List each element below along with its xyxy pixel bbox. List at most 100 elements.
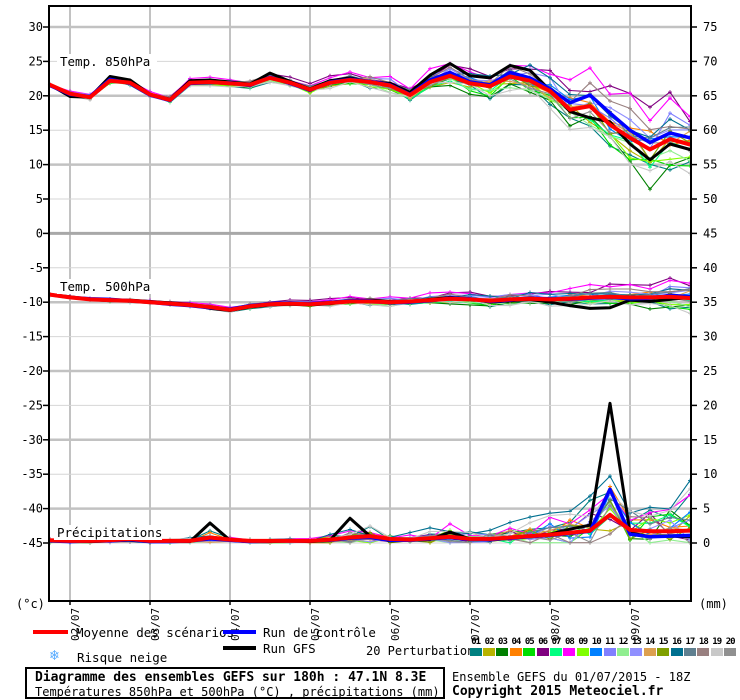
perturbation-swatch	[603, 648, 616, 656]
perturbation-number: 11	[605, 637, 615, 647]
run-info: Ensemble GEFS du 01/07/2015 - 18Z	[452, 670, 691, 684]
perturbation-number: 04	[511, 637, 521, 647]
svg-text:75: 75	[703, 20, 717, 34]
snowflake-icon: ❄	[50, 646, 60, 664]
legend-control-line	[223, 630, 256, 634]
svg-text:07/07: 07/07	[469, 608, 482, 641]
perturbation-number: 12	[618, 637, 629, 647]
left-axis-labels: 30 25 20 15 10 5 0 -5 -10 -15 -20 -25 -30 -35 -40 -45 (°…	[16, 20, 45, 611]
perturbation-swatch	[509, 648, 522, 656]
svg-text:09/07: 09/07	[629, 608, 642, 641]
svg-text:70: 70	[703, 54, 717, 68]
perturbation-swatch	[469, 648, 482, 656]
svg-text:35: 35	[703, 295, 717, 309]
perturbation-02: 02	[482, 637, 496, 656]
perturbation-swatch	[630, 648, 643, 656]
legend-gfs-label: Run GFS	[263, 641, 316, 656]
svg-text:Temp. 850hPa: Temp. 850hPa	[60, 54, 150, 69]
perturbation-08: 08	[563, 637, 576, 656]
snow-risk-label: Risque neige	[77, 650, 168, 665]
panel-labels: Temp. 850hPa Temp. 500hPa Précipitations	[54, 54, 162, 540]
svg-text:20: 20	[703, 398, 717, 412]
perturbation-11: 11	[603, 637, 616, 656]
svg-text:30: 30	[703, 330, 717, 344]
copyright: Copyright 2015 Meteociel.fr	[452, 684, 664, 699]
svg-text:45: 45	[703, 226, 717, 240]
perturbation-15: 15	[656, 637, 670, 656]
perturbation-03: 03	[496, 637, 509, 656]
svg-text:-25: -25	[21, 398, 43, 412]
perturbation-09: 09	[576, 637, 589, 656]
perturbation-04: 04	[509, 637, 522, 656]
perturbation-swatch	[643, 648, 656, 656]
perturbation-swatch	[724, 648, 737, 656]
svg-text:65: 65	[703, 89, 717, 103]
svg-text:20: 20	[29, 89, 43, 103]
perturbation-swatch	[563, 648, 576, 656]
svg-text:5: 5	[703, 502, 710, 516]
perturbation-number: 10	[591, 637, 602, 647]
perturbation-swatch	[657, 648, 670, 656]
svg-text:03/07: 03/07	[149, 608, 162, 641]
perturbation-number: 09	[578, 637, 588, 647]
perturbation-swatch	[536, 648, 549, 656]
svg-text:60: 60	[703, 123, 717, 137]
svg-text:Précipitations: Précipitations	[57, 525, 162, 540]
perturbation-swatch	[550, 648, 563, 656]
perturbation-number: 15	[658, 637, 669, 647]
ensemble-chart: 302520151050-5-10-15-20-25-30-35-40-45(°…	[16, 5, 728, 641]
perturbation-color-strip: 01 02 03 04 05 06 07 08 09 10 11 12 13 14 15 16 17 18 19 20	[469, 637, 737, 656]
legend-gfs-line	[223, 646, 256, 650]
perturbation-07: 07	[549, 637, 563, 656]
perturbation-20: 20	[723, 637, 737, 656]
svg-text:10: 10	[703, 467, 717, 481]
plot-border	[43, 5, 697, 605]
svg-text:08/07: 08/07	[549, 608, 562, 641]
series-t850	[48, 61, 692, 192]
svg-text:10: 10	[29, 158, 43, 172]
perturbation-05: 05	[523, 637, 536, 656]
legend-mean-label: Moyenne des scénarios	[76, 625, 235, 640]
svg-text:15: 15	[29, 123, 43, 137]
perturbation-number: 20	[725, 637, 736, 647]
perturbation-swatch	[670, 648, 683, 656]
legend-mean-line	[33, 630, 68, 634]
perturbation-01: 01	[469, 637, 482, 656]
perturbation-swatch	[496, 648, 509, 656]
perturbation-swatch	[683, 648, 696, 656]
svg-text:-30: -30	[21, 433, 43, 447]
svg-text:02/07: 02/07	[69, 608, 82, 641]
svg-text:55: 55	[703, 158, 717, 172]
perturbation-17: 17	[683, 637, 696, 656]
svg-text:30: 30	[29, 20, 43, 34]
perturbation-number: 13	[631, 637, 642, 647]
perturbation-number: 06	[538, 637, 548, 647]
perturbation-13: 13	[630, 637, 643, 656]
perturbation-10: 10	[590, 637, 603, 656]
svg-text:-5: -5	[29, 261, 43, 275]
svg-text:-45: -45	[21, 536, 43, 550]
perturbation-swatch	[590, 648, 603, 656]
perturbation-swatch	[697, 648, 710, 656]
footer-box: Diagramme des ensembles GEFS sur 180h : …	[25, 667, 445, 699]
perturbation-number: 01	[471, 637, 481, 647]
perturbation-19: 19	[710, 637, 723, 656]
legend-perturbations-label: 20 Perturbations	[366, 644, 482, 658]
svg-text:-20: -20	[21, 364, 43, 378]
perturbation-number: 17	[685, 637, 696, 647]
perturbation-number: 02	[484, 637, 495, 647]
perturbation-18: 18	[697, 637, 710, 656]
perturbation-swatch	[483, 648, 496, 656]
svg-text:(°c): (°c)	[16, 597, 45, 611]
legend-control-label: Run de contrôle	[263, 625, 376, 640]
svg-text:-35: -35	[21, 467, 43, 481]
svg-text:50: 50	[703, 192, 717, 206]
svg-text:-40: -40	[21, 502, 43, 516]
svg-text:15: 15	[703, 433, 717, 447]
perturbation-number: 18	[698, 637, 709, 647]
perturbation-number: 14	[645, 637, 655, 647]
perturbation-number: 07	[551, 637, 562, 647]
perturbation-swatch	[523, 648, 536, 656]
diagram-subtitle: Températures 850hPa et 500hPa (°C) , pré…	[35, 685, 440, 699]
